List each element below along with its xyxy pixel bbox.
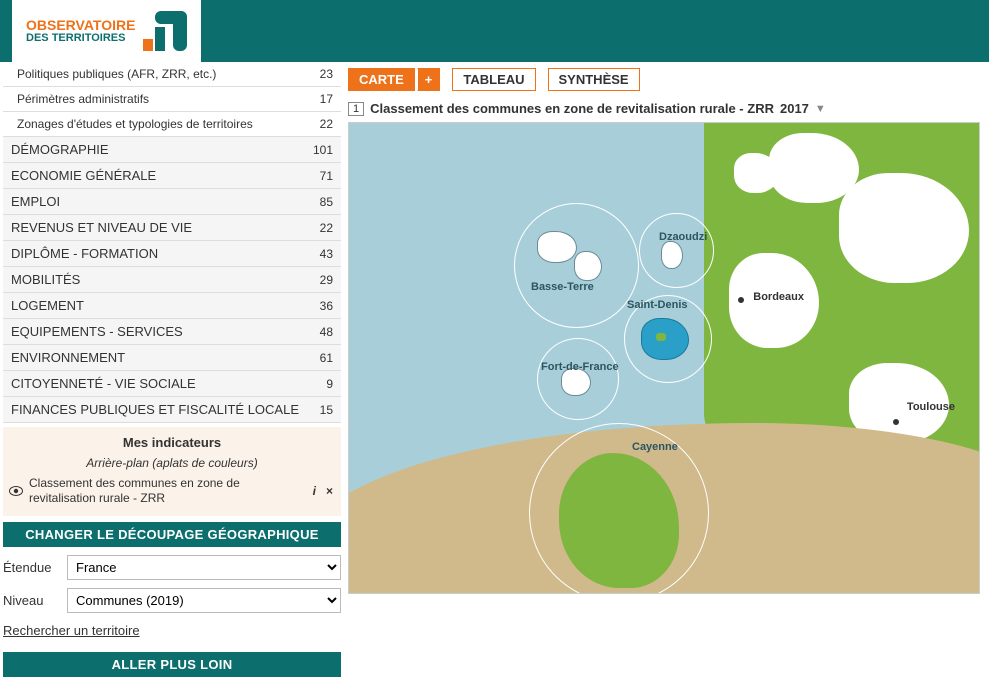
tab-synthese[interactable]: SYNTHÈSE: [548, 68, 640, 91]
category-row[interactable]: DÉMOGRAPHIE 101: [3, 137, 341, 163]
change-geo-button[interactable]: CHANGER LE DÉCOUPAGE GÉOGRAPHIQUE: [3, 522, 341, 547]
category-row[interactable]: EMPLOI 85: [3, 189, 341, 215]
category-count: 85: [320, 195, 333, 209]
island: [656, 333, 666, 341]
search-territory-link[interactable]: Rechercher un territoire: [3, 623, 140, 638]
logo-text: OBSERVATOIRE DES TERRITOIRES: [26, 18, 135, 44]
tab-carte[interactable]: CARTE: [348, 68, 415, 91]
island: [574, 251, 602, 281]
info-icon[interactable]: i: [311, 484, 318, 498]
logo[interactable]: OBSERVATOIRE DES TERRITOIRES: [12, 0, 201, 62]
category-label: ENVIRONNEMENT: [11, 350, 125, 365]
tabs: CARTE + TABLEAU SYNTHÈSE: [348, 68, 985, 91]
content: CARTE + TABLEAU SYNTHÈSE 1 Classement de…: [344, 62, 989, 677]
category-label: EMPLOI: [11, 194, 60, 209]
category-label: DIPLÔME - FORMATION: [11, 246, 158, 261]
category-row[interactable]: Zonages d'études et typologies de territ…: [3, 112, 341, 137]
indicator-item[interactable]: Classement des communes en zone de revit…: [9, 474, 335, 508]
indicator-label: Classement des communes en zone de revit…: [29, 476, 305, 506]
indicators-panel: Mes indicateurs Arrière-plan (aplats de …: [3, 427, 341, 516]
logo-line1: OBSERVATOIRE: [26, 18, 135, 33]
category-row[interactable]: FINANCES PUBLIQUES ET FISCALITÉ LOCALE 15: [3, 397, 341, 423]
logo-mark-icon: [143, 11, 187, 51]
niveau-label: Niveau: [3, 593, 59, 608]
island: [661, 241, 683, 269]
category-count: 17: [320, 92, 333, 106]
category-row[interactable]: LOGEMENT 36: [3, 293, 341, 319]
eye-icon: [9, 486, 23, 496]
category-label: Périmètres administratifs: [17, 92, 149, 106]
map-number: 1: [348, 102, 364, 116]
label-bordeaux: Bordeaux: [753, 291, 804, 303]
chevron-down-icon[interactable]: ▼: [815, 103, 826, 115]
label-basse-terre: Basse-Terre: [531, 281, 594, 293]
category-row[interactable]: REVENUS ET NIVEAU DE VIE 22: [3, 215, 341, 241]
header: OBSERVATOIRE DES TERRITOIRES: [0, 0, 989, 62]
logo-line2: DES TERRITOIRES: [26, 33, 135, 45]
category-count: 23: [320, 67, 333, 81]
category-count: 29: [320, 273, 333, 287]
etendue-label: Étendue: [3, 560, 59, 575]
map-canvas[interactable]: Basse-Terre Dzaoudzi Saint-Denis Fort-de…: [348, 122, 980, 594]
niveau-select[interactable]: Communes (2019): [67, 588, 341, 613]
category-row[interactable]: MOBILITÉS 29: [3, 267, 341, 293]
land-white: [839, 173, 969, 283]
etendue-select[interactable]: France: [67, 555, 341, 580]
category-row[interactable]: DIPLÔME - FORMATION 43: [3, 241, 341, 267]
sidebar: Politiques publiques (AFR, ZRR, etc.)23P…: [0, 62, 344, 677]
category-count: 36: [320, 299, 333, 313]
category-count: 9: [326, 377, 333, 391]
category-label: DÉMOGRAPHIE: [11, 142, 109, 157]
main: Politiques publiques (AFR, ZRR, etc.)23P…: [0, 62, 989, 677]
category-count: 22: [320, 117, 333, 131]
category-label: MOBILITÉS: [11, 272, 80, 287]
indicators-subtitle: Arrière-plan (aplats de couleurs): [9, 454, 335, 474]
map-title-text: Classement des communes en zone de revit…: [370, 101, 774, 116]
label-saint-denis: Saint-Denis: [627, 299, 688, 311]
category-row[interactable]: CITOYENNETÉ - VIE SOCIALE 9: [3, 371, 341, 397]
map-title-year: 2017: [780, 101, 809, 116]
category-row[interactable]: Politiques publiques (AFR, ZRR, etc.) 23: [3, 62, 341, 87]
label-cayenne: Cayenne: [632, 441, 678, 453]
close-icon[interactable]: ×: [324, 484, 335, 498]
category-count: 43: [320, 247, 333, 261]
city-dot: [738, 297, 744, 303]
island: [537, 231, 577, 263]
category-row[interactable]: ENVIRONNEMENT 61: [3, 345, 341, 371]
land-white: [734, 153, 779, 193]
tab-tableau[interactable]: TABLEAU: [452, 68, 535, 91]
indicators-title: Mes indicateurs: [9, 427, 335, 454]
category-label: EQUIPEMENTS - SERVICES: [11, 324, 183, 339]
category-count: 22: [320, 221, 333, 235]
category-count: 101: [313, 143, 333, 157]
label-fort-de-france: Fort-de-France: [541, 361, 619, 373]
map-title: 1 Classement des communes en zone de rev…: [348, 101, 985, 116]
category-count: 71: [320, 169, 333, 183]
category-count: 48: [320, 325, 333, 339]
category-row[interactable]: Périmètres administratifs 17: [3, 87, 341, 112]
category-row[interactable]: ECONOMIE GÉNÉRALE 71: [3, 163, 341, 189]
category-label: LOGEMENT: [11, 298, 84, 313]
etendue-row: Étendue France: [3, 555, 341, 580]
category-label: FINANCES PUBLIQUES ET FISCALITÉ LOCALE: [11, 402, 299, 417]
label-toulouse: Toulouse: [907, 401, 955, 413]
tab-plus[interactable]: +: [417, 68, 441, 91]
label-dzaoudzi: Dzaoudzi: [659, 231, 707, 243]
category-label: ECONOMIE GÉNÉRALE: [11, 168, 156, 183]
category-row[interactable]: EQUIPEMENTS - SERVICES 48: [3, 319, 341, 345]
category-label: Zonages d'études et typologies de territ…: [17, 117, 253, 131]
category-count: 61: [320, 351, 333, 365]
niveau-row: Niveau Communes (2019): [3, 588, 341, 613]
aller-plus-loin-button[interactable]: ALLER PLUS LOIN: [3, 652, 341, 677]
city-dot: [893, 419, 899, 425]
category-label: REVENUS ET NIVEAU DE VIE: [11, 220, 192, 235]
category-count: 15: [320, 403, 333, 417]
category-list: Politiques publiques (AFR, ZRR, etc.)23P…: [3, 62, 341, 423]
category-label: CITOYENNETÉ - VIE SOCIALE: [11, 376, 196, 391]
category-label: Politiques publiques (AFR, ZRR, etc.): [17, 67, 216, 81]
